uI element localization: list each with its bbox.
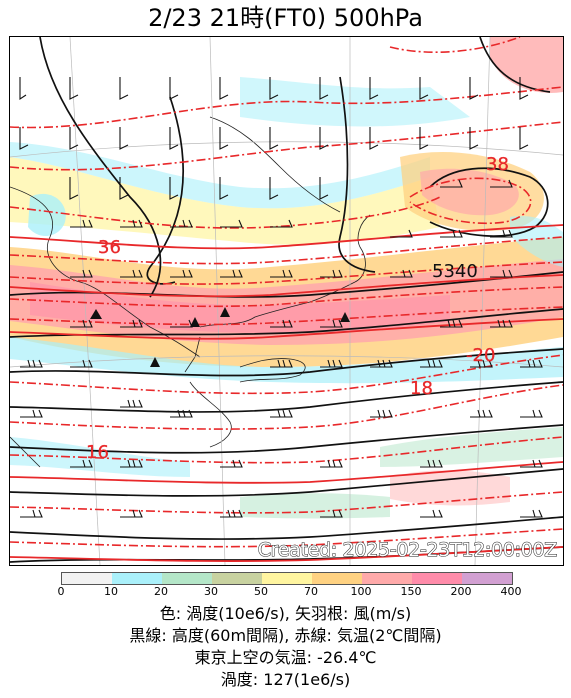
caption-tokyo-temperature: 東京上空の気温: -26.4℃	[194, 648, 377, 667]
caption-colors-legend: 色: 渦度(10e6/s), 矢羽根: 風(m/s)	[159, 604, 412, 623]
wind-barbs	[19, 77, 543, 518]
colorbar-segment	[262, 573, 312, 584]
temperature-label-18: 18	[410, 378, 433, 399]
colorbar-tick: 100	[350, 585, 372, 598]
colorbar-tick: 150	[400, 585, 422, 598]
colorbar-tick: 20	[154, 585, 168, 598]
colorbar-tick: 200	[450, 585, 472, 598]
colorbar-segment	[362, 573, 412, 584]
temperature-label-minus-20: -20	[466, 345, 496, 366]
temperature-contours	[10, 37, 563, 548]
colorbar-ticks: 0 10 20 30 50 70 100 150 200 400	[57, 585, 522, 599]
temperature-label-38: 38	[486, 154, 509, 175]
colorbar-segment	[162, 573, 212, 584]
colorbar-tick: 0	[57, 585, 65, 598]
colorbar-tick: 70	[304, 585, 318, 598]
wind-barb-pennants	[90, 307, 350, 367]
height-label-5340: 5340	[432, 261, 478, 282]
colorbar-tick: 50	[254, 585, 268, 598]
vorticity-colorbar	[61, 572, 513, 585]
colorbar-segment	[112, 573, 162, 584]
weather-map: 5340 36 38 -20 18 16 Created: 2025-02-23…	[9, 36, 564, 566]
colorbar-tick: 400	[500, 585, 522, 598]
colorbar-tick: 30	[204, 585, 218, 598]
colorbar-segment	[412, 573, 462, 584]
created-timestamp: Created: 2025-02-23T12:00:00Z	[257, 539, 558, 562]
coastline	[10, 116, 371, 468]
colorbar-segment	[212, 573, 262, 584]
caption-lines-legend: 黒線: 高度(60m間隔), 赤線: 気温(2℃間隔)	[129, 626, 442, 645]
chart-title: 2/23 21時(FT0) 500hPa	[148, 4, 423, 32]
temperature-label-16: 16	[86, 442, 109, 463]
weather-map-canvas	[10, 37, 563, 565]
colorbar-segment	[462, 573, 512, 584]
temperature-label-36: 36	[98, 237, 121, 258]
caption-vorticity-value: 渦度: 127(1e6/s)	[220, 670, 351, 689]
colorbar-tick: 10	[104, 585, 118, 598]
temperature-contours-solid	[10, 224, 563, 562]
colorbar-segment	[312, 573, 362, 584]
colorbar-segment	[62, 573, 112, 584]
